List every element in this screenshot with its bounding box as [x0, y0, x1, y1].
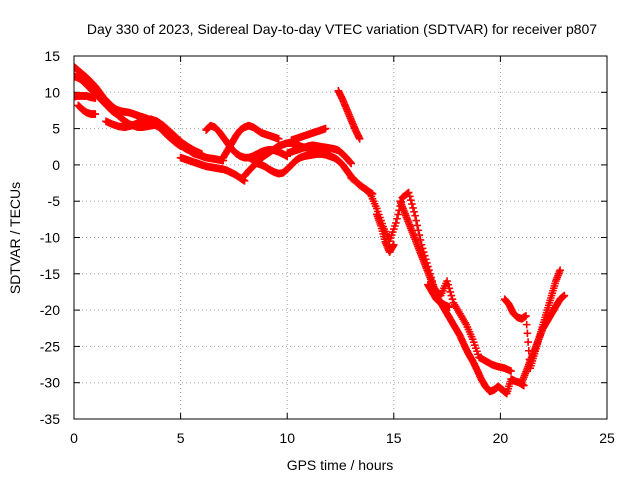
data-point [469, 338, 478, 346]
data-point [408, 200, 416, 208]
data-point [447, 291, 456, 300]
data-point [91, 94, 100, 102]
series-arc-19 [517, 291, 569, 387]
y-tick-label: 5 [52, 121, 60, 137]
data-point [372, 204, 381, 213]
data-point [390, 240, 398, 249]
y-tick-label: -20 [40, 302, 60, 318]
data-point [326, 150, 334, 159]
data-point [473, 347, 481, 356]
series-arc-17 [424, 280, 454, 311]
data-point [522, 320, 531, 329]
data-point [321, 124, 330, 133]
data-point [407, 196, 415, 205]
data-point [404, 188, 413, 197]
series-arc-11 [283, 141, 355, 168]
series-arc-9 [249, 150, 377, 198]
data-point [386, 234, 395, 242]
data-point [560, 291, 569, 300]
data-point [524, 338, 532, 346]
y-axis-label: SDTVAR / TECUs [7, 182, 23, 294]
data-point [274, 134, 283, 143]
data-point [392, 219, 400, 227]
y-tick-label: 15 [44, 48, 60, 64]
series-arc-5 [102, 115, 206, 158]
series-arc-8 [219, 121, 283, 162]
data-point [448, 295, 457, 304]
data-point [394, 210, 402, 219]
series-arc-6 [176, 153, 249, 185]
plot-frame [73, 55, 608, 420]
data-point [411, 211, 419, 220]
data-point [472, 344, 480, 353]
x-axis-tick-labels: 0 5 10 15 20 25 [70, 430, 615, 446]
data-point [410, 208, 418, 216]
y-axis-tick-labels: 15 10 5 0 -5 -10 -15 -20 -25 -30 -35 [40, 48, 60, 427]
x-axis-label: GPS time / hours [287, 457, 394, 473]
data-point [347, 159, 355, 168]
series-arc-3 [74, 92, 100, 102]
data-point [409, 204, 417, 212]
chart-title: Day 330 of 2023, Sidereal Day-to-day VTE… [87, 21, 597, 37]
data-point [523, 329, 532, 338]
x-tick-label: 5 [177, 430, 185, 446]
x-tick-label: 0 [70, 430, 78, 446]
y-tick-label: -30 [40, 375, 60, 391]
data-point [414, 226, 423, 235]
data-point [522, 312, 530, 320]
y-tick-label: -5 [48, 193, 61, 209]
data-point [393, 214, 401, 223]
data-point [387, 231, 396, 239]
data-point [443, 277, 451, 285]
data-point [390, 225, 398, 233]
data-points [74, 63, 569, 398]
data-point [471, 341, 479, 349]
data-point [445, 303, 454, 311]
data-point [391, 222, 399, 230]
data-point [388, 228, 397, 236]
series-arc-13 [334, 87, 364, 143]
y-tick-label: -25 [40, 338, 60, 354]
data-point [507, 367, 515, 375]
data-point [198, 150, 206, 158]
y-tick-label: 0 [52, 157, 60, 173]
data-point [444, 280, 452, 289]
y-tick-label: -35 [40, 411, 60, 427]
y-tick-label: -15 [40, 266, 60, 282]
x-tick-label: 20 [493, 430, 509, 446]
data-point [413, 221, 422, 230]
data-point [355, 134, 364, 143]
data-point [91, 110, 100, 118]
data-point [412, 216, 420, 225]
y-tick-label: 10 [44, 84, 60, 100]
x-tick-label: 25 [599, 430, 615, 446]
data-point [445, 284, 454, 293]
data-point [446, 288, 455, 296]
series-arc-4 [74, 101, 100, 118]
data-point [468, 335, 477, 343]
y-tick-label: -10 [40, 230, 60, 246]
data-point [405, 192, 414, 201]
x-tick-label: 15 [386, 430, 402, 446]
x-tick-label: 10 [279, 430, 295, 446]
series-arc-15 [372, 210, 398, 256]
data-point [556, 266, 564, 274]
series-arc-12 [287, 124, 330, 145]
